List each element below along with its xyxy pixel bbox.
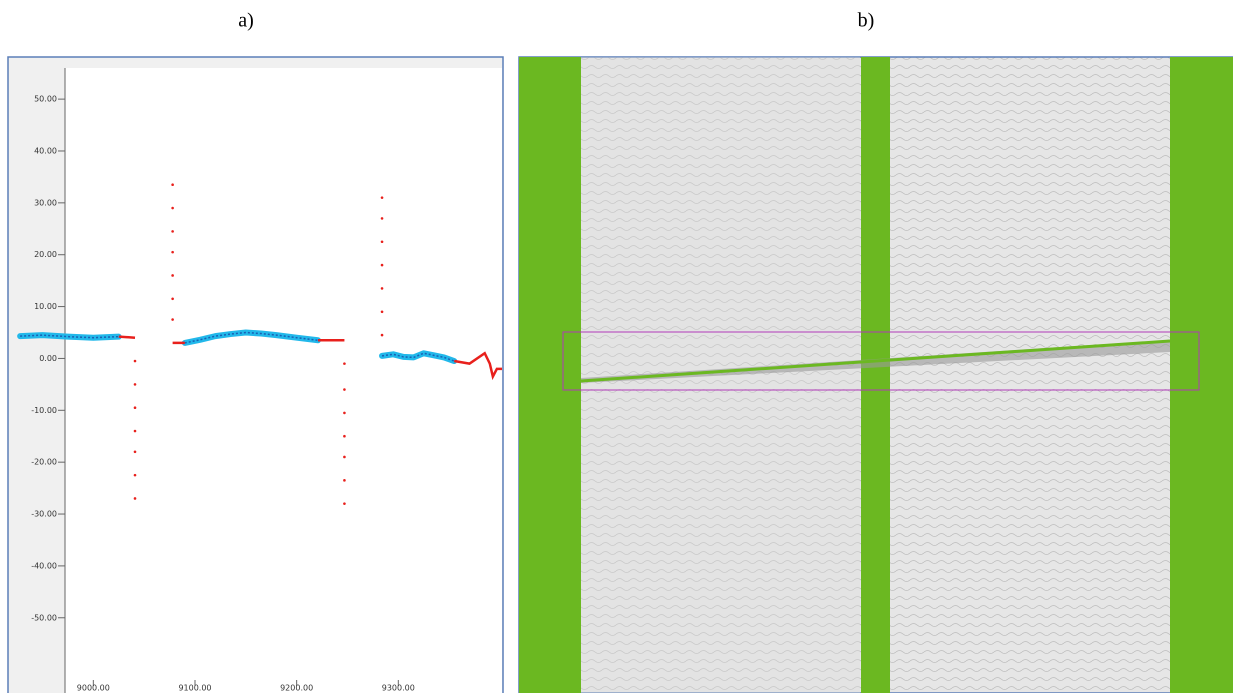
panel-label: a) [238, 10, 254, 32]
panel-label: b) [858, 10, 875, 32]
y-tick-label: -30.00 [31, 510, 57, 519]
y-tick-label: -50.00 [31, 613, 57, 622]
data-point [171, 230, 174, 233]
y-tick-label: -40.00 [31, 561, 57, 570]
data-point [133, 359, 137, 363]
data-point [171, 318, 174, 321]
data-point [380, 217, 384, 220]
x-tick-label: 9300.00 [382, 684, 415, 693]
green-stripe [1170, 57, 1233, 693]
data-point [343, 434, 346, 438]
data-point [343, 388, 346, 391]
y-tick-label: 40.00 [34, 146, 57, 155]
data-line [118, 335, 502, 381]
data-line-core [20, 331, 455, 362]
y-tick-label: 50.00 [34, 95, 57, 104]
y-tick-label: 0.00 [39, 354, 57, 363]
green-stripe [519, 57, 581, 693]
data-point [343, 362, 346, 365]
data-point [380, 287, 384, 290]
selection-box [562, 331, 1200, 391]
data-point [380, 263, 384, 267]
y-tick-label: 20.00 [34, 250, 57, 259]
y-tick-label: 30.00 [34, 198, 57, 207]
y-tick-label: -10.00 [31, 406, 57, 415]
panel-b [518, 56, 1233, 694]
x-tick-label: 9100.00 [178, 684, 211, 693]
data-point [343, 479, 346, 482]
data-point [133, 429, 137, 433]
data-point [133, 450, 137, 454]
data-point [343, 455, 346, 459]
y-tick-label: -20.00 [31, 458, 57, 467]
x-tick-label: 9000.00 [77, 684, 110, 693]
data-point [171, 250, 174, 254]
data-point [133, 406, 137, 410]
data-point [133, 497, 137, 500]
data-point [343, 502, 346, 505]
data-point [380, 240, 384, 244]
green-stripe [861, 57, 890, 693]
data-point [380, 333, 384, 337]
data-point [343, 411, 346, 415]
data-point [171, 274, 174, 277]
y-tick-label: 10.00 [34, 302, 57, 311]
x-tick-label: 9200.00 [280, 684, 313, 693]
data-point [133, 473, 137, 477]
data-point [380, 310, 384, 314]
data-point [133, 383, 137, 386]
data-point [380, 196, 384, 199]
data-point [171, 297, 174, 301]
data-point [171, 183, 174, 186]
data-point [171, 206, 174, 210]
plot-area [65, 68, 502, 698]
swath-line [580, 339, 1171, 383]
